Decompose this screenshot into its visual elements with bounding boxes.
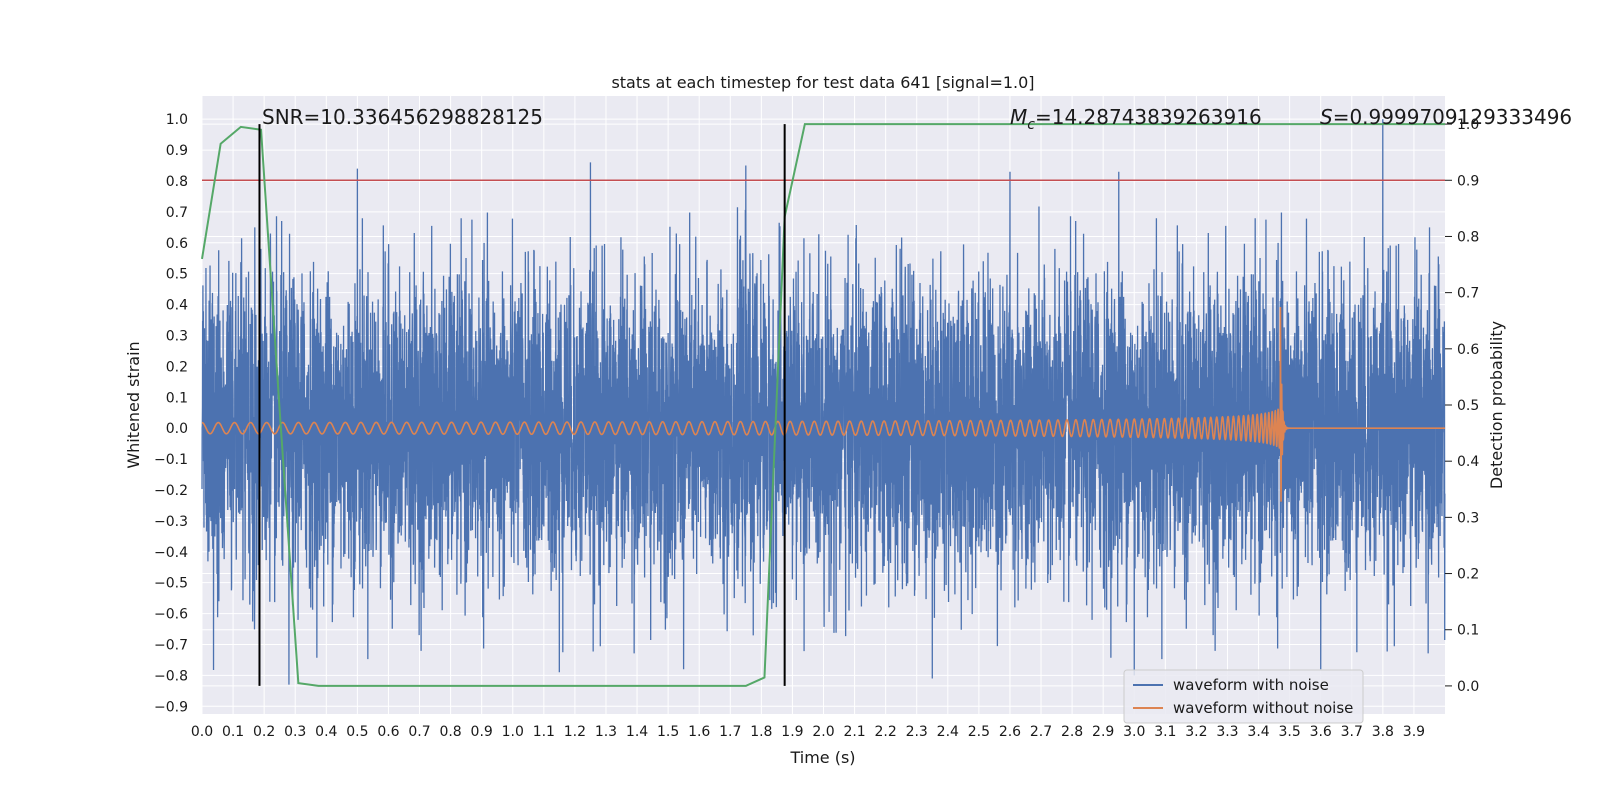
x-tick-label: 1.5: [657, 724, 679, 740]
x-tick-label: 3.7: [1341, 724, 1363, 740]
x-tick-label: 2.0: [812, 724, 834, 740]
chirp-mass-annotation: Mc=14.28743839263916: [1010, 105, 1262, 133]
x-tick-label: 2.5: [968, 724, 990, 740]
y2-tick-label: 0.6: [1457, 342, 1479, 358]
y-tick-label: 0.6: [166, 236, 188, 252]
x-tick-label: 1.2: [564, 724, 586, 740]
y-tick-label: 0.4: [166, 298, 188, 314]
x-tick-label: 1.9: [781, 724, 803, 740]
chirp-mass-subscript: c: [1027, 117, 1035, 133]
y-tick-label: 1.0: [166, 112, 188, 128]
y-tick-label: −0.8: [154, 668, 188, 684]
y-tick-label: −0.6: [154, 607, 188, 623]
x-tick-label: 2.6: [999, 724, 1021, 740]
x-tick-label: 1.8: [750, 724, 772, 740]
x-tick-label: 0.8: [439, 724, 461, 740]
y2-tick-label: 0.7: [1457, 286, 1479, 302]
x-tick-label: 2.9: [1092, 724, 1114, 740]
y-tick-label: 0.5: [166, 267, 188, 283]
y2-axis-label: Detection probability: [1487, 321, 1506, 489]
legend: waveform with noise waveform without noi…: [1123, 669, 1364, 724]
y2-tick-label: 0.8: [1457, 229, 1479, 245]
x-tick-label: 1.6: [688, 724, 710, 740]
x-tick-label: 2.2: [875, 724, 897, 740]
series-waveform-without-noise: [201, 306, 1445, 502]
y2-tick-label: 0.9: [1457, 173, 1479, 189]
y2-tick-label: 0.4: [1457, 454, 1479, 470]
snr-annotation: SNR=10.336456298828125: [262, 105, 543, 129]
x-tick-label: 0.9: [471, 724, 493, 740]
chirp-mass-value: =14.28743839263916: [1035, 105, 1262, 129]
x-tick-label: 1.1: [533, 724, 555, 740]
y2-tick-label: 0.5: [1457, 398, 1479, 414]
series-waveform-with-noise: [201, 119, 1446, 685]
y-tick-label: −0.7: [154, 637, 188, 653]
y2-tick-label: 0.3: [1457, 510, 1479, 526]
x-tick-label: 2.4: [937, 724, 959, 740]
y2-tick-label: 0.2: [1457, 567, 1479, 583]
y-tick-label: −0.1: [154, 452, 188, 468]
y-tick-label: −0.9: [154, 699, 188, 715]
x-tick-label: 0.1: [222, 724, 244, 740]
x-tick-label: 3.6: [1310, 724, 1332, 740]
y-tick-label: −0.5: [154, 576, 188, 592]
x-tick-label: 3.4: [1247, 724, 1269, 740]
y2-tick-label: 1.0: [1457, 117, 1479, 133]
x-tick-label: 0.6: [377, 724, 399, 740]
x-tick-label: 3.8: [1372, 724, 1394, 740]
chart-title: stats at each timestep for test data 641…: [611, 73, 1034, 92]
x-tick-label: 1.7: [719, 724, 741, 740]
x-tick-label: 0.2: [253, 724, 275, 740]
y-tick-label: 0.2: [166, 359, 188, 375]
y-tick-label: 0.7: [166, 205, 188, 221]
x-tick-label: 2.8: [1061, 724, 1083, 740]
y-tick-label: −0.4: [154, 545, 188, 561]
legend-box: [1123, 669, 1364, 724]
legend-label-without-noise: waveform without noise: [1173, 699, 1353, 717]
y-tick-label: 0.1: [166, 390, 188, 406]
x-tick-label: 1.4: [626, 724, 648, 740]
x-tick-label: 3.0: [1123, 724, 1145, 740]
legend-label-with-noise: waveform with noise: [1173, 676, 1329, 694]
chirp-mass-symbol: M: [1010, 105, 1027, 129]
y2-tick-label: 0.1: [1457, 623, 1479, 639]
score-symbol: S: [1320, 105, 1333, 129]
x-axis-label: Time (s): [789, 748, 855, 767]
y-axis-label: Whitened strain: [124, 341, 143, 468]
y-tick-label: 0.0: [166, 421, 188, 437]
y-tick-label: 0.3: [166, 328, 188, 344]
x-tick-label: 0.3: [284, 724, 306, 740]
x-tick-label: 3.2: [1185, 724, 1207, 740]
x-tick-label: 1.0: [502, 724, 524, 740]
x-tick-label: 3.5: [1278, 724, 1300, 740]
y2-tick-label: 0.0: [1457, 679, 1479, 695]
score-value: =0.9999709129333496: [1333, 105, 1572, 129]
score-annotation: S=0.9999709129333496: [1320, 105, 1572, 129]
x-tick-label: 1.3: [595, 724, 617, 740]
x-tick-label: 3.3: [1216, 724, 1238, 740]
x-tick-label: 3.1: [1154, 724, 1176, 740]
y-tick-label: −0.2: [154, 483, 188, 499]
x-tick-label: 0.5: [346, 724, 368, 740]
x-tick-label: 2.7: [1030, 724, 1052, 740]
x-tick-label: 0.4: [315, 724, 337, 740]
x-tick-label: 2.1: [843, 724, 865, 740]
x-tick-label: 0.7: [408, 724, 430, 740]
y-tick-label: 0.8: [166, 174, 188, 190]
y-tick-label: 0.9: [166, 143, 188, 159]
x-tick-label: 2.3: [906, 724, 928, 740]
x-tick-label: 3.9: [1403, 724, 1425, 740]
y-tick-label: −0.3: [154, 514, 188, 530]
x-tick-label: 0.0: [191, 724, 213, 740]
